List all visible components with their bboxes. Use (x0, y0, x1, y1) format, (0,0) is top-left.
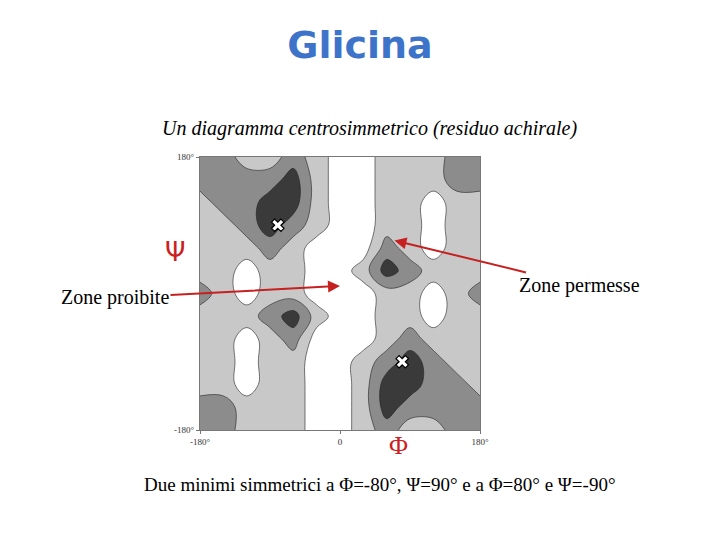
svg-text:Zone proibite: Zone proibite (61, 286, 169, 309)
svg-text:180°: 180° (177, 152, 195, 162)
svg-text:Ψ: Ψ (165, 237, 185, 267)
svg-text:Φ: Φ (389, 431, 408, 460)
svg-text:0: 0 (338, 437, 343, 447)
svg-text:Zone permesse: Zone permesse (519, 274, 640, 297)
svg-text:-180°: -180° (174, 425, 194, 435)
svg-text:Due minimi simmetrici a Φ=-80°: Due minimi simmetrici a Φ=-80°, Ψ=90° e … (144, 474, 616, 495)
svg-text:-180°: -180° (190, 437, 210, 447)
svg-text:Glicina: Glicina (287, 23, 433, 67)
svg-text:Un diagramma centrosimmetrico: Un diagramma centrosimmetrico (residuo a… (162, 117, 577, 140)
svg-text:180°: 180° (471, 437, 489, 447)
